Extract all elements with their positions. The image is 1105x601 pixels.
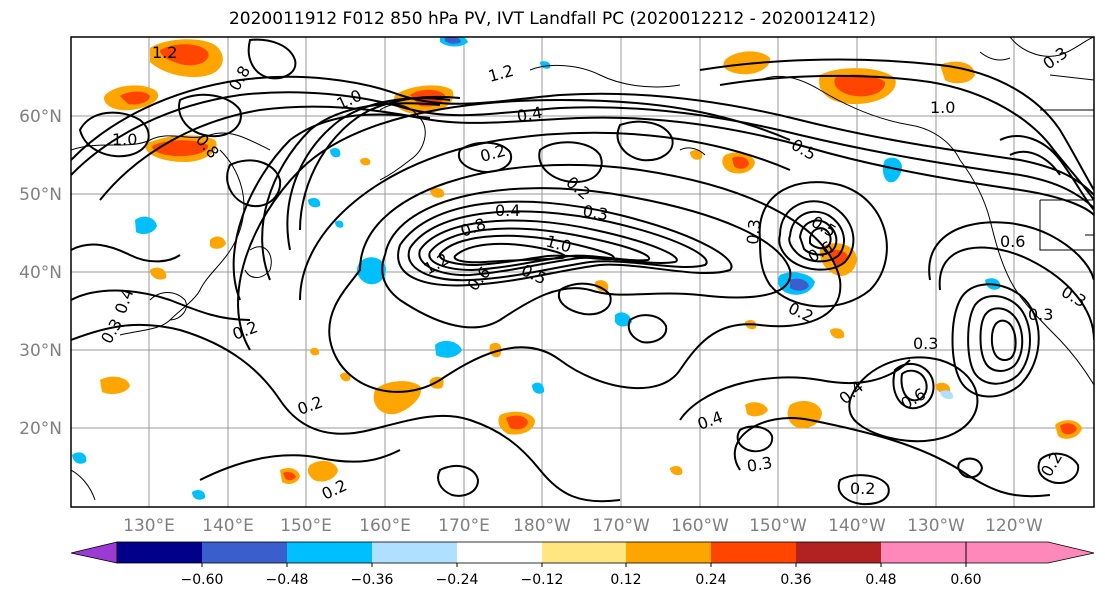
colorbar: −0.60 −0.48 −0.36 −0.24 −0.12 0.12 0.24 … bbox=[70, 541, 1095, 588]
colorbar-segment bbox=[626, 542, 711, 563]
contour-label: 0.3 bbox=[581, 201, 609, 224]
colorbar-segment bbox=[117, 542, 202, 563]
colorbar-tick-label: −0.60 bbox=[181, 572, 224, 588]
colorbar-tick-label: 0.36 bbox=[780, 572, 811, 588]
lon-label: 180°W bbox=[513, 516, 571, 536]
lon-label: 140°W bbox=[828, 516, 886, 536]
lon-label: 120°W bbox=[985, 516, 1043, 536]
colorbar-tick-label: 0.24 bbox=[695, 572, 726, 588]
colorbar-segment bbox=[457, 542, 542, 563]
colorbar-segment bbox=[796, 542, 881, 563]
map-frame bbox=[70, 36, 1095, 508]
contour-label: 0.3 bbox=[913, 334, 938, 353]
lat-label: 60°N bbox=[19, 107, 62, 127]
contour-label: 0.6 bbox=[1000, 232, 1025, 251]
contour-label: 0.3 bbox=[1028, 305, 1053, 324]
lat-label: 50°N bbox=[19, 185, 62, 205]
lon-label: 140°E bbox=[202, 516, 254, 536]
colorbar-tick-label: 0.12 bbox=[610, 572, 641, 588]
colorbar-segment bbox=[711, 542, 796, 563]
contour-label: 0.2 bbox=[850, 479, 875, 498]
colorbar-extend-max bbox=[965, 541, 1095, 564]
colorbar-segment bbox=[372, 542, 457, 563]
colorbar-segment bbox=[287, 542, 372, 563]
lon-label: 170°W bbox=[592, 516, 650, 536]
ivt-contours bbox=[71, 38, 1094, 506]
contour-label: 0.3 bbox=[743, 218, 764, 245]
longitude-labels: 130°E 140°E 150°E 160°E 170°E 180°W 170°… bbox=[123, 516, 1043, 536]
pv-shading bbox=[72, 37, 1082, 500]
latitude-labels: 60°N 50°N 40°N 30°N 20°N bbox=[19, 107, 62, 439]
map-title: 2020011912 F012 850 hPa PV, IVT Landfall… bbox=[228, 9, 876, 29]
lat-label: 20°N bbox=[19, 419, 62, 439]
colorbar-tick-label: 0.60 bbox=[950, 572, 981, 588]
colorbar-segment bbox=[881, 542, 966, 563]
contour-label: 0.3 bbox=[745, 453, 773, 476]
lon-label: 150°E bbox=[280, 516, 332, 536]
contour-label: 1.0 bbox=[930, 98, 955, 117]
coastlines bbox=[71, 37, 1094, 501]
colorbar-segment bbox=[202, 542, 287, 563]
colorbar-tick-label: −0.48 bbox=[266, 572, 309, 588]
contour-label: 1.2 bbox=[152, 43, 177, 62]
colorbar-extend-min bbox=[70, 541, 118, 564]
contour-label: 0.4 bbox=[495, 201, 520, 220]
colorbar-tick-label: −0.24 bbox=[436, 572, 479, 588]
lon-label: 150°W bbox=[749, 516, 807, 536]
contour-label: 1.0 bbox=[112, 130, 137, 149]
lon-label: 160°W bbox=[671, 516, 729, 536]
lon-label: 170°E bbox=[438, 516, 490, 536]
contour-label: 0.4 bbox=[515, 103, 543, 126]
colorbar-tick-label: 0.48 bbox=[865, 572, 896, 588]
colorbar-segment bbox=[542, 542, 626, 563]
map-panel bbox=[71, 37, 1094, 507]
colorbar-tick-label: −0.12 bbox=[521, 572, 564, 588]
lat-label: 30°N bbox=[19, 341, 62, 361]
lon-label: 160°E bbox=[359, 516, 411, 536]
colorbar-tick-label: −0.36 bbox=[351, 572, 394, 588]
lon-label: 130°W bbox=[907, 516, 965, 536]
lat-label: 40°N bbox=[19, 263, 62, 283]
lon-label: 130°E bbox=[123, 516, 175, 536]
